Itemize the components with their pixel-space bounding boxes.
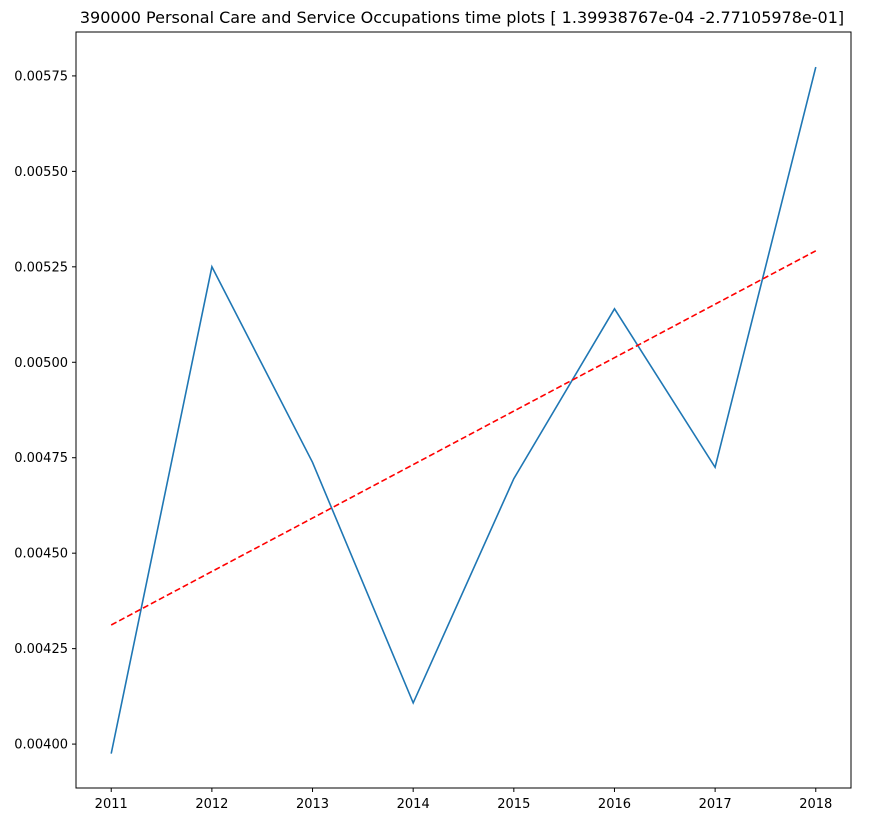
y-tick-label: 0.00425 <box>14 642 68 657</box>
series-line-1 <box>110 66 817 754</box>
y-tick-label: 0.00575 <box>14 69 68 84</box>
x-tick-label: 2017 <box>699 797 732 812</box>
x-tick-label: 2012 <box>195 797 228 812</box>
x-tick-label: 2016 <box>598 797 631 812</box>
chart-title: 390000 Personal Care and Service Occupat… <box>80 8 844 27</box>
x-axis: 2011 2012 2013 2014 2015 2016 2017 2018 <box>95 788 832 812</box>
y-tick-label: 0.00450 <box>14 547 68 562</box>
x-tick-label: 2015 <box>497 797 530 812</box>
x-tick-label: 2018 <box>799 797 832 812</box>
x-tick-label: 2013 <box>296 797 329 812</box>
x-tick-label: 2014 <box>397 797 430 812</box>
plot-frame <box>75 31 852 789</box>
y-tick-label: 0.00525 <box>14 260 68 275</box>
plot-area <box>110 66 817 754</box>
x-tick-label: 2011 <box>95 797 128 812</box>
y-tick-label: 0.00400 <box>14 738 68 753</box>
y-axis: 0.00400 0.00425 0.00450 0.00475 0.00500 0.005… <box>14 69 76 753</box>
y-tick-label: 0.00550 <box>14 165 68 180</box>
y-tick-label: 0.00475 <box>14 451 68 466</box>
series-line-2 <box>110 250 817 626</box>
y-tick-label: 0.00500 <box>14 356 68 371</box>
